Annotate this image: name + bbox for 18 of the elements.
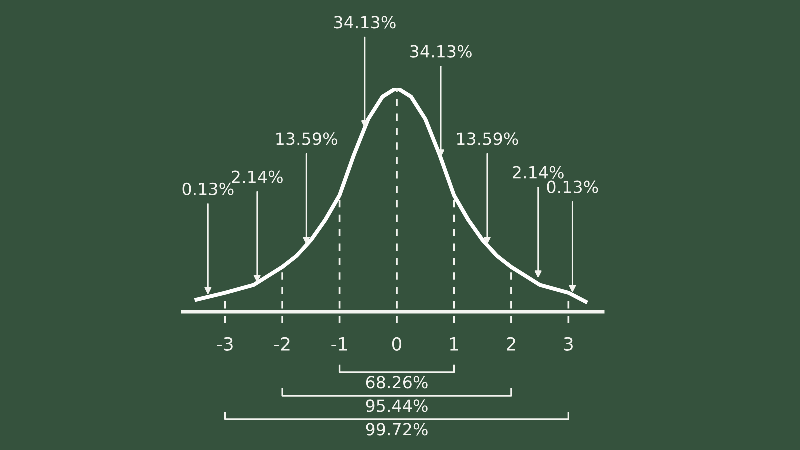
annotation: 0.13%: [182, 182, 234, 196]
text: 68.26%: [366, 376, 428, 389]
x-tick-label: 1: [450, 338, 458, 351]
annotation: 2.14%: [232, 170, 283, 184]
x-tick-label: -3: [217, 337, 233, 351]
annotation: 34.13%: [410, 45, 472, 58]
annotation: 2.14%: [513, 166, 564, 179]
annotation: 0.13%: [547, 180, 598, 194]
annotation: 13.59%: [457, 132, 518, 146]
x-tick-label: 2: [507, 337, 516, 351]
x-tick-label: 3: [564, 337, 573, 351]
text: 95.44%: [366, 400, 428, 412]
text: 99.72%: [366, 423, 428, 436]
annotation: 13.59%: [276, 132, 338, 146]
x-tick-label: -2: [274, 337, 290, 351]
x-tick-label: -1: [332, 338, 348, 351]
annotation: 34.13%: [334, 16, 396, 29]
x-tick-label: 0: [392, 337, 402, 351]
